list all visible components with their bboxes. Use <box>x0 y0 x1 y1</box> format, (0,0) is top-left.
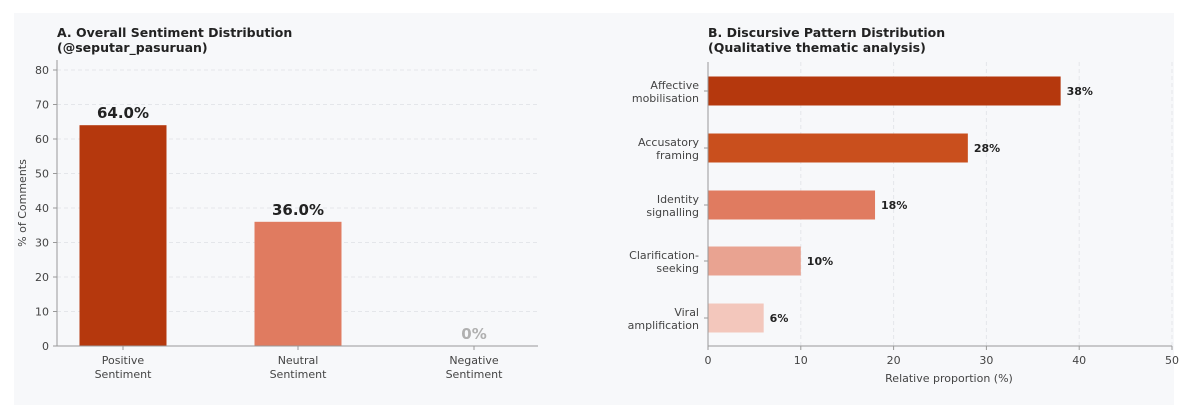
panel-b-bar <box>708 303 764 333</box>
panel-a-y-tick-label: 60 <box>35 133 49 146</box>
panel-a-x-tick-label-line1: Positive <box>102 354 145 367</box>
panel-b-x-tick-label: 50 <box>1165 354 1179 367</box>
panel-b-x-tick-label: 40 <box>1072 354 1086 367</box>
panel-b-value-label: 6% <box>770 312 789 325</box>
panel-a-x-tick-label-line2: Sentiment <box>446 368 504 381</box>
panel-b-y-tick-label-line2: framing <box>656 149 699 162</box>
panel-b-x-ticks: 0 10 20 30 40 50 <box>705 346 1179 367</box>
panel-b-bar <box>708 133 968 163</box>
panel-a-y-tick-label: 70 <box>35 99 49 112</box>
panel-a-bar <box>254 221 342 346</box>
panel-a-x-tick-label-line1: Negative <box>449 354 499 367</box>
panel-b-y-tick-label-line1: Viral <box>674 306 699 319</box>
panel-a-y-tick-label: 0 <box>42 340 49 353</box>
panel-a-y-tick-label: 50 <box>35 168 49 181</box>
panel-a-y-ticks: 0 10 20 30 40 50 60 70 80 <box>35 64 57 353</box>
panel-a-y-tick-label: 80 <box>35 64 49 77</box>
panel-b-x-tick-label: 30 <box>979 354 993 367</box>
panel-b-x-tick-label: 20 <box>887 354 901 367</box>
panel-a-bar <box>79 125 167 346</box>
panel-b-y-tick-label-line2: signalling <box>646 206 699 219</box>
panel-b-bar <box>708 246 801 276</box>
panel-a-y-tick-label: 30 <box>35 237 49 250</box>
panel-a-sentiment: A. Overall Sentiment Distribution (@sepu… <box>16 25 538 381</box>
panel-b-value-label: 18% <box>881 199 907 212</box>
panel-a-value-label: 36.0% <box>272 201 324 219</box>
panel-b-y-tick-label-line1: Affective <box>650 79 699 92</box>
panel-b-bar <box>708 190 876 220</box>
panel-b-title-line2: (Qualitative thematic analysis) <box>708 40 926 55</box>
panel-a-y-tick-label: 10 <box>35 306 49 319</box>
panel-b-value-label: 38% <box>1067 85 1093 98</box>
panel-a-x-tick-label-line1: Neutral <box>278 354 319 367</box>
panel-a-value-label: 0% <box>461 325 486 343</box>
panel-a-value-label: 64.0% <box>97 104 149 122</box>
panel-a-y-axis-label: % of Comments <box>16 159 29 247</box>
panel-a-title-line2: (@seputar_pasuruan) <box>57 40 208 56</box>
panel-b-title-line1: B. Discursive Pattern Distribution <box>708 25 945 40</box>
panel-b-value-label: 10% <box>807 255 833 268</box>
panel-a-title-line1: A. Overall Sentiment Distribution <box>57 25 292 40</box>
panel-b-x-tick-label: 0 <box>705 354 712 367</box>
panel-b-x-axis-label: Relative proportion (%) <box>885 372 1013 385</box>
panel-b-value-label: 28% <box>974 142 1000 155</box>
panel-a-bars: 64.0% 36.0% 0% <box>79 104 487 346</box>
panel-a-y-tick-label: 40 <box>35 202 49 215</box>
panel-b-y-tick-label-line2: seeking <box>656 262 699 275</box>
panel-a-x-tick-label-line2: Sentiment <box>270 368 328 381</box>
panel-a-x-tick-label-line2: Sentiment <box>95 368 153 381</box>
panel-b-y-tick-label-line2: amplification <box>628 319 699 332</box>
panel-a-x-ticks: PositiveSentimentNeutralSentimentNegativ… <box>95 346 504 381</box>
panel-b-bar <box>708 76 1061 106</box>
panel-b-y-tick-label-line1: Accusatory <box>638 136 699 149</box>
panel-a-y-tick-label: 20 <box>35 271 49 284</box>
panel-b-x-tick-label: 10 <box>794 354 808 367</box>
panel-b-discursive: B. Discursive Pattern Distribution (Qual… <box>628 25 1179 385</box>
panel-b-y-tick-label-line1: Clarification- <box>629 249 699 262</box>
panel-b-y-tick-label-line1: Identity <box>657 193 700 206</box>
panel-b-bars: 38% 28% 18% 10% 6% <box>708 76 1093 333</box>
panel-b-y-tick-label-line2: mobilisation <box>632 92 699 105</box>
